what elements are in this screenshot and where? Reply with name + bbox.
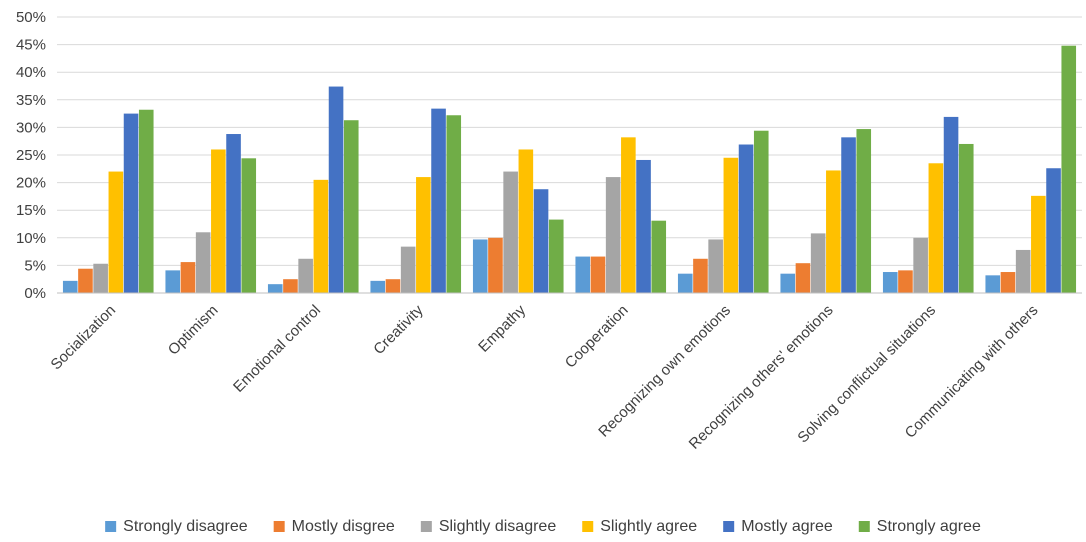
- bar: [928, 163, 944, 293]
- bar: [416, 177, 431, 293]
- y-tick-label: 40%: [16, 64, 46, 81]
- y-axis-ticks: 0% 5% 10% 15% 20% 25% 30% 35% 40% 45% 50%: [16, 9, 46, 302]
- bar: [882, 272, 898, 293]
- bar: [1046, 168, 1061, 293]
- bar: [958, 143, 974, 293]
- bar: [621, 137, 636, 293]
- x-category-label: Optimism: [165, 302, 222, 359]
- y-tick-label: 10%: [16, 230, 46, 247]
- legend-swatch: [420, 521, 432, 532]
- bar: [636, 159, 651, 293]
- bar: [241, 158, 257, 293]
- bar: [898, 270, 913, 293]
- bar: [328, 86, 344, 293]
- x-category-label: Socialization: [48, 302, 120, 374]
- y-tick-label: 30%: [16, 119, 46, 136]
- bar: [195, 232, 211, 293]
- category-labels: Socialization Optimism Emotional control Cr…: [48, 301, 1042, 452]
- bar: [93, 263, 108, 293]
- legend-label: Strongly agree: [877, 518, 981, 535]
- x-category-label: Empathy: [475, 301, 529, 355]
- legend-swatch: [105, 521, 117, 532]
- x-category-label: Creativity: [370, 301, 427, 358]
- bar: [518, 149, 534, 293]
- bar: [138, 109, 154, 294]
- bar: [548, 219, 564, 293]
- bar: [370, 280, 386, 293]
- legend-label: Slightly disagree: [439, 518, 557, 535]
- y-tick-label: 20%: [16, 175, 46, 192]
- bar: [62, 280, 78, 293]
- y-tick-label: 50%: [16, 9, 46, 26]
- legend: Strongly disagree Mostly disgree Slightly …: [105, 518, 981, 535]
- bar: [590, 256, 606, 293]
- bar: [738, 144, 754, 293]
- legend-swatch: [723, 521, 735, 532]
- bar: [693, 258, 708, 293]
- bar: [123, 113, 139, 293]
- y-tick-label: 35%: [16, 92, 46, 109]
- bar: [1015, 249, 1031, 293]
- bar: [1031, 195, 1046, 293]
- bar: [1061, 45, 1077, 294]
- bar: [985, 275, 1001, 293]
- bar: [841, 137, 856, 293]
- bar: [431, 108, 446, 293]
- bar: [488, 237, 503, 293]
- legend-label: Strongly disagree: [123, 518, 248, 535]
- bars: [62, 45, 1077, 294]
- bar: [575, 256, 591, 293]
- legend-label: Mostly agree: [741, 518, 833, 535]
- legend-label: Mostly disgree: [292, 518, 395, 535]
- y-tick-label: 45%: [16, 37, 46, 54]
- bar: [810, 233, 826, 293]
- bar: [385, 279, 401, 293]
- bar: [1000, 272, 1016, 293]
- bar: [651, 220, 667, 293]
- bar: [343, 120, 359, 293]
- y-tick-label: 5%: [24, 257, 46, 274]
- bar: [108, 171, 124, 293]
- bar: [913, 237, 928, 293]
- y-tick-label: 15%: [16, 202, 46, 219]
- bar: [780, 273, 796, 293]
- bar: [723, 157, 739, 293]
- bar: [753, 130, 769, 293]
- bar: [78, 268, 93, 293]
- bar: [165, 270, 181, 293]
- bar: [226, 134, 241, 293]
- legend-label: Slightly agree: [600, 518, 697, 535]
- bar: [856, 129, 872, 293]
- bar: [267, 284, 283, 293]
- bar: [283, 279, 298, 293]
- bar: [472, 239, 488, 293]
- bar: [503, 171, 518, 293]
- x-category-label: Cooperation: [562, 302, 632, 372]
- bar: [313, 179, 329, 293]
- y-tick-label: 25%: [16, 147, 46, 164]
- bar: [533, 189, 549, 293]
- bar: [211, 149, 226, 293]
- x-category-label: Emotional control: [230, 302, 324, 396]
- legend-swatch: [858, 521, 870, 532]
- bar: [708, 239, 723, 293]
- bar: [677, 273, 693, 293]
- bar: [400, 246, 416, 293]
- legend-swatch: [273, 521, 285, 532]
- legend-swatch: [582, 521, 594, 532]
- bar: [446, 115, 462, 293]
- y-tick-label: 0%: [24, 285, 46, 302]
- bar: [795, 263, 811, 293]
- gridlines: [57, 16, 1082, 266]
- bar: [298, 258, 313, 293]
- bar: [826, 170, 841, 293]
- bar: [943, 116, 959, 293]
- bar: [180, 262, 196, 293]
- bar: [605, 177, 621, 293]
